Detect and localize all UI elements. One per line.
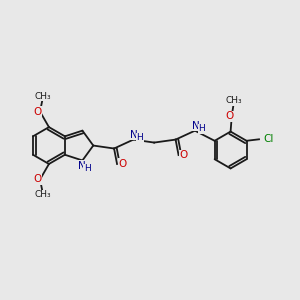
Text: CH₃: CH₃ [225, 96, 242, 105]
Text: H: H [136, 133, 143, 142]
Text: N: N [192, 121, 200, 131]
Text: CH₃: CH₃ [34, 190, 51, 200]
Text: N: N [130, 130, 138, 140]
Text: CH₃: CH₃ [34, 92, 51, 101]
Text: O: O [118, 159, 127, 169]
Text: O: O [180, 150, 188, 160]
Text: O: O [34, 107, 42, 117]
Text: N: N [78, 161, 86, 171]
Text: O: O [34, 174, 42, 184]
Text: H: H [84, 164, 91, 173]
Text: Cl: Cl [264, 134, 274, 144]
Text: O: O [225, 111, 233, 121]
Text: H: H [198, 124, 205, 134]
